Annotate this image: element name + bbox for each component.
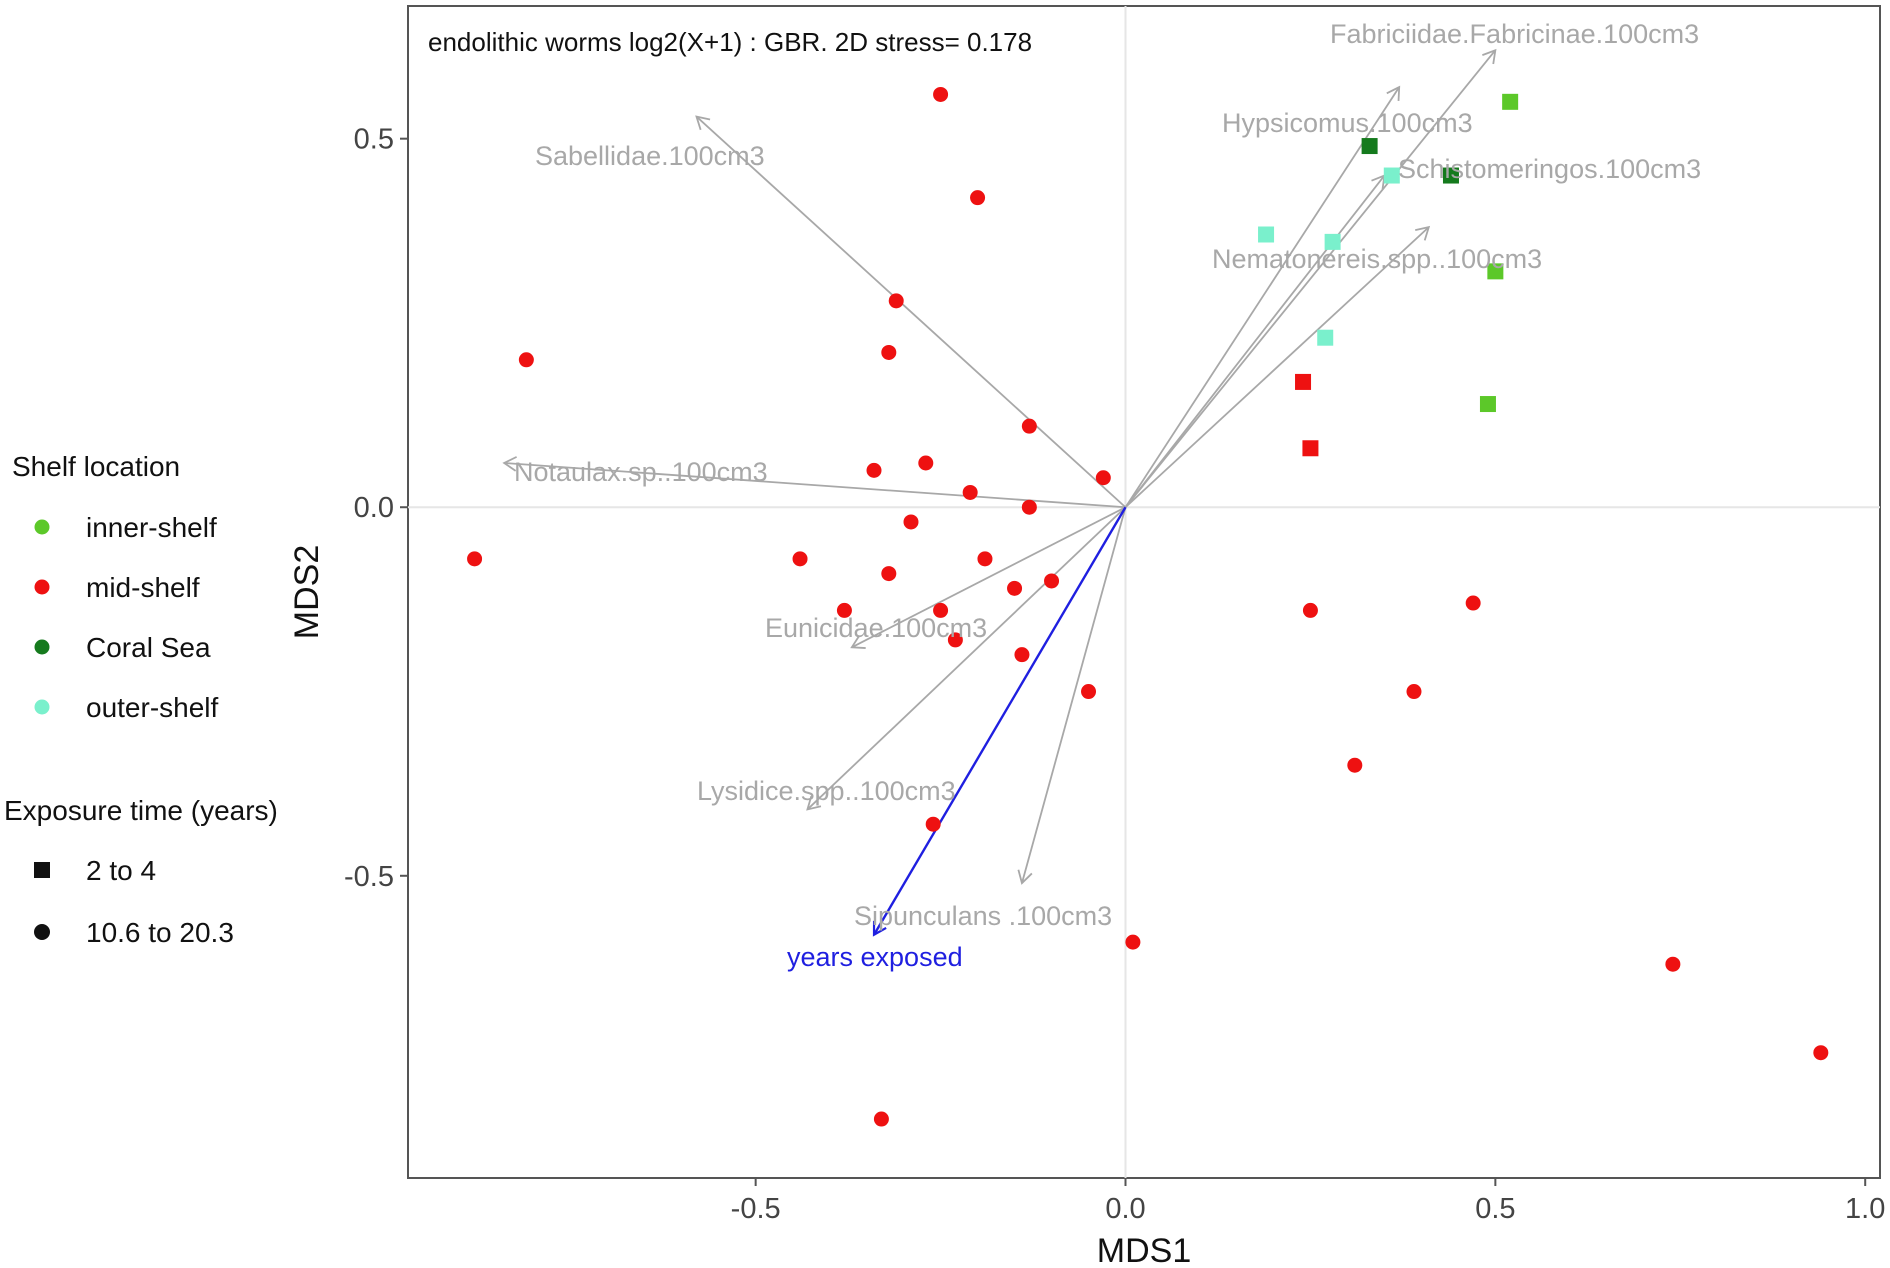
data-point-circle (962, 484, 978, 500)
data-point-circle (866, 462, 882, 478)
data-point-circle (1406, 684, 1422, 700)
data-point-circle (1081, 684, 1097, 700)
data-point-circle (1021, 499, 1037, 515)
data-point-circle (873, 1111, 889, 1127)
zero-gridlines (408, 6, 1880, 1178)
data-point-circle (947, 632, 963, 648)
data-point-square (1258, 226, 1275, 243)
y-tick-label: -0.5 (344, 861, 394, 893)
data-point-square (1317, 329, 1334, 346)
vector-arrow (872, 506, 1127, 937)
legend-color-label: inner-shelf (86, 512, 217, 543)
vector-arrow (1124, 85, 1401, 508)
vector-label: Lysidice.spp..100cm3 (697, 776, 956, 806)
y-axis-title: MDS2 (288, 545, 326, 639)
data-point-circle (903, 514, 919, 530)
data-point-circle (933, 86, 949, 102)
data-point-circle (933, 602, 949, 618)
legend-color-label: outer-shelf (86, 692, 219, 723)
legend-shape-label: 2 to 4 (86, 855, 156, 886)
data-point-circle (1007, 580, 1023, 596)
x-tick-label: -0.5 (731, 1193, 781, 1225)
data-point-square (1383, 167, 1400, 184)
data-point-circle (1465, 595, 1481, 611)
vector-label: years exposed (787, 942, 963, 972)
data-point-circle (836, 602, 852, 618)
vector-label: Schistomeringos.100cm3 (1398, 154, 1701, 184)
vector-label: Notaulax.sp..100cm3 (514, 457, 768, 487)
data-point-square (1295, 373, 1312, 390)
vector-arrow (1017, 506, 1127, 885)
y-tick-label: 0.5 (354, 124, 394, 156)
data-point-circle (1665, 956, 1681, 972)
legend-color-swatch (34, 579, 50, 595)
x-tick-label: 1.0 (1845, 1193, 1885, 1225)
data-point-circle (881, 566, 897, 582)
data-point-circle (1347, 757, 1363, 773)
vector-arrow (806, 506, 1127, 811)
sample-points (467, 86, 1829, 1127)
data-point-square (1361, 138, 1378, 155)
species-vectors (502, 48, 1497, 937)
legend-color-title: Shelf location (12, 451, 180, 482)
data-point-circle (888, 293, 904, 309)
vector-arrow (695, 115, 1127, 508)
vector-arrow (1124, 174, 1386, 508)
plot-panel (407, 5, 1881, 1179)
legend-color-swatch (34, 639, 50, 655)
vector-label: Sabellidae.100cm3 (535, 141, 765, 171)
vector-label: Hypsicomus.100cm3 (1222, 108, 1473, 138)
x-tick-label: 0.0 (1105, 1193, 1145, 1225)
data-point-square (1479, 396, 1496, 413)
data-point-circle (1813, 1045, 1829, 1061)
data-point-circle (970, 190, 986, 206)
data-point-circle (1044, 573, 1060, 589)
legend: Shelf location inner-shelf mid-shelf Coral… (4, 451, 278, 948)
data-point-circle (1302, 602, 1318, 618)
legend-color-swatch (34, 699, 50, 715)
legend-color-entries: inner-shelf mid-shelf Coral Sea outer-shelf (34, 512, 219, 723)
data-point-circle (792, 551, 808, 567)
plot-title: endolithic worms log2(X+1) : GBR. 2D str… (428, 27, 1032, 57)
data-point-circle (918, 455, 934, 471)
vector-label: Eunicidae.100cm3 (765, 613, 987, 643)
legend-color-label: Coral Sea (86, 632, 211, 663)
data-point-circle (1095, 470, 1111, 486)
data-point-circle (518, 352, 534, 368)
legend-shape-circle (34, 924, 50, 940)
vector-labels: Fabriciidae.Fabricinae.100cm3 Hypsicomus.… (514, 19, 1701, 972)
data-point-circle (1125, 934, 1141, 950)
legend-shape-title: Exposure time (years) (4, 795, 278, 826)
data-point-square (1324, 233, 1341, 250)
vector-label: Sipunculans .100cm3 (854, 901, 1112, 931)
data-point-circle (881, 344, 897, 360)
y-axis-ticks: 0.5 0.0 -0.5 (344, 124, 408, 893)
x-axis-title: MDS1 (1097, 1232, 1191, 1268)
y-tick-label: 0.0 (354, 492, 394, 524)
x-axis-ticks: -0.5 0.0 0.5 1.0 (731, 1178, 1885, 1225)
data-point-square (1442, 167, 1459, 184)
vector-label: Fabriciidae.Fabricinae.100cm3 (1330, 19, 1699, 49)
vector-arrow (1124, 48, 1497, 508)
vector-arrow (1124, 225, 1431, 508)
data-point-circle (977, 551, 993, 567)
x-tick-label: 0.5 (1475, 1193, 1515, 1225)
data-point-square (1502, 93, 1519, 110)
legend-color-label: mid-shelf (86, 572, 200, 603)
vector-arrow (850, 506, 1126, 649)
data-point-square (1487, 263, 1504, 280)
legend-color-swatch (34, 519, 50, 535)
data-point-circle (1014, 647, 1030, 663)
data-point-circle (467, 551, 483, 567)
data-point-circle (1021, 418, 1037, 434)
legend-shape-square (34, 862, 50, 878)
vector-label: Nematonereis.spp..100cm3 (1212, 244, 1542, 274)
vector-arrow (502, 456, 1126, 509)
data-point-square (1302, 440, 1319, 457)
legend-shape-entries: 2 to 4 10.6 to 20.3 (34, 855, 234, 948)
legend-shape-label: 10.6 to 20.3 (86, 917, 234, 948)
data-point-circle (925, 816, 941, 832)
